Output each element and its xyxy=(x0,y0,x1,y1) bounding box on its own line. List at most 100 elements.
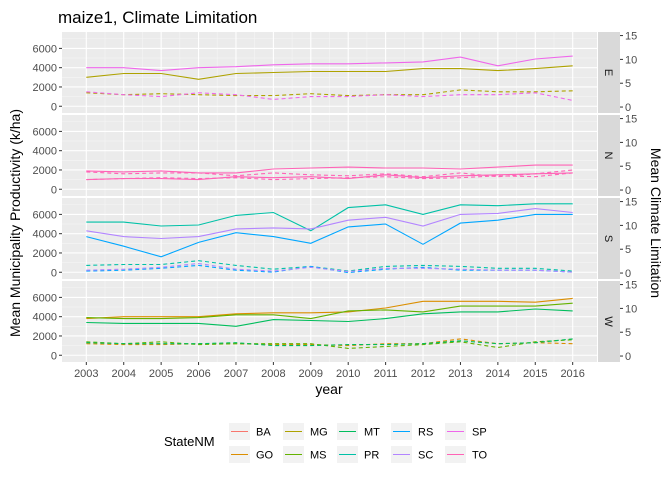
legend-item-SC: SC xyxy=(391,446,433,463)
y-tick-label-left: 6000 xyxy=(33,126,57,138)
series-line-climate-TO xyxy=(86,169,573,178)
y-tick-label-left: 6000 xyxy=(33,209,57,221)
x-axis-title: year xyxy=(315,381,343,397)
strip-background xyxy=(598,281,620,362)
x-tick-label: 2003 xyxy=(74,368,98,380)
y-tick-label-right: 15 xyxy=(625,114,637,126)
panel-W: 0 2000 4000 6000 W 0 5 10 15 xyxy=(33,280,638,363)
legend-label: BA xyxy=(256,427,271,439)
x-tick-label: 2011 xyxy=(374,368,398,380)
y-tick-label-right: 5 xyxy=(625,161,631,173)
x-tick-label: 2013 xyxy=(448,368,472,380)
y-tick-label-right: 15 xyxy=(625,280,637,292)
series-line-climate-SP xyxy=(86,91,573,101)
x-tick-label: 2015 xyxy=(523,368,547,380)
x-tick-label: 2009 xyxy=(299,368,323,380)
legend-item-MT: MT xyxy=(337,423,380,440)
y-tick-label-left: 0 xyxy=(51,267,57,279)
y-tick-label-left: 4000 xyxy=(33,146,57,158)
strip-background xyxy=(598,198,620,279)
legend-label: MS xyxy=(310,450,327,462)
strip-background xyxy=(598,32,620,113)
y-tick-label-right: 10 xyxy=(625,137,637,149)
panel-E: 0 2000 4000 6000 E 0 5 10 15 xyxy=(33,31,638,114)
y-tick-label-right: 10 xyxy=(625,220,637,232)
x-tick-label: 2005 xyxy=(149,368,173,380)
strip-background xyxy=(598,115,620,196)
y-tick-label-right: 5 xyxy=(625,244,631,256)
x-tick-label: 2012 xyxy=(411,368,435,380)
y-tick-label-left: 6000 xyxy=(33,43,57,55)
y-tick-label-left: 4000 xyxy=(33,63,57,75)
series-line-productivity-MT xyxy=(86,308,573,327)
y-tick-label-right: 10 xyxy=(625,303,637,315)
legend-label: RS xyxy=(418,427,433,439)
legend-item-BA: BA xyxy=(229,423,271,440)
legend-item-SP: SP xyxy=(445,423,487,440)
legend-item-PR: PR xyxy=(337,446,379,463)
panels: 0200040006000E0510150200040006000N051015… xyxy=(33,31,638,363)
x-tick-label: 2008 xyxy=(261,368,285,380)
strip-label: W xyxy=(602,316,614,327)
legend-label: GO xyxy=(256,450,274,462)
y-tick-label-right: 5 xyxy=(625,327,631,339)
series-line-productivity-SC xyxy=(86,208,573,240)
x-tick-label: 2004 xyxy=(111,368,135,380)
strip-label: S xyxy=(602,235,614,242)
x-tick-label: 2010 xyxy=(336,368,360,380)
legend-item-MS: MS xyxy=(283,446,327,463)
series-line-climate-GO xyxy=(86,338,573,347)
y-tick-label-left: 6000 xyxy=(33,292,57,304)
y-axis-title-right: Mean Climate Limitation xyxy=(648,148,664,298)
x-tick-label: 2007 xyxy=(224,368,248,380)
legend: StateNM BA GO MG MS MT PR RS SC SP TO xyxy=(164,423,488,463)
series-line-productivity-MG xyxy=(86,65,573,80)
legend-item-MG: MG xyxy=(283,423,328,440)
series-line-productivity-TO xyxy=(86,172,573,181)
y-tick-label-left: 0 xyxy=(51,184,57,196)
y-tick-label-left: 0 xyxy=(51,101,57,113)
y-tick-label-left: 4000 xyxy=(33,312,57,324)
y-tick-label-left: 2000 xyxy=(33,331,57,343)
legend-label: MT xyxy=(364,427,380,439)
series-line-productivity-SP xyxy=(86,55,573,72)
panel-N: 0 2000 4000 6000 N 0 5 10 15 xyxy=(33,114,638,197)
chart-title: maize1, Climate Limitation xyxy=(58,8,257,27)
y-tick-label-right: 15 xyxy=(625,197,637,209)
y-axis-title-left: Mean Municipality Productivity (k/ha) xyxy=(7,109,23,337)
legend-item-TO: TO xyxy=(445,446,488,463)
panel-S: 0 2000 4000 6000 S 0 5 10 15 xyxy=(33,197,638,280)
legend-label: TO xyxy=(472,450,488,462)
y-tick-label-left: 2000 xyxy=(33,248,57,260)
y-tick-label-left: 2000 xyxy=(33,82,57,94)
x-axis: 2003 2004 2005 2006 2007 2008 2009 2010 2011 2012… xyxy=(74,362,585,380)
y-tick-label-left: 4000 xyxy=(33,229,57,241)
x-tick-label: 2014 xyxy=(486,368,510,380)
legend-item-RS: RS xyxy=(391,423,433,440)
y-tick-label-left: 2000 xyxy=(33,165,57,177)
y-tick-label-right: 10 xyxy=(625,54,637,66)
y-tick-label-right: 0 xyxy=(625,185,631,197)
series-line-productivity-GO xyxy=(86,297,573,320)
x-tick-label: 2006 xyxy=(186,368,210,380)
legend-item-GO: GO xyxy=(229,446,274,463)
series-line-productivity-TO xyxy=(86,164,573,174)
x-tick-label: 2016 xyxy=(560,368,584,380)
series-line-climate-PR xyxy=(86,260,573,272)
legend-label: MG xyxy=(310,427,328,439)
legend-label: SP xyxy=(472,427,487,439)
y-tick-label-right: 5 xyxy=(625,78,631,90)
y-tick-label-left: 0 xyxy=(51,350,57,362)
legend-title: StateNM xyxy=(164,434,215,449)
strip-label: N xyxy=(602,152,614,160)
y-tick-label-right: 0 xyxy=(625,102,631,114)
strip-label: E xyxy=(602,69,614,76)
series-line-climate-SC xyxy=(86,262,573,273)
series-line-climate-MS xyxy=(86,339,573,349)
legend-label: SC xyxy=(418,450,433,462)
series-line-productivity-RS xyxy=(86,213,573,258)
y-tick-label-right: 0 xyxy=(625,268,631,280)
y-tick-label-right: 15 xyxy=(625,31,637,43)
legend-label: PR xyxy=(364,450,379,462)
